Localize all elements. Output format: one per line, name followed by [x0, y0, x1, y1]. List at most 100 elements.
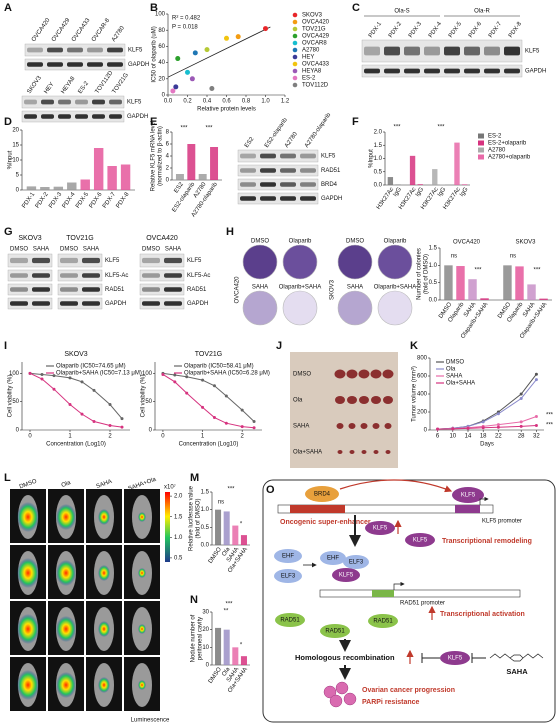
legend-label: Olaparib+SAHA (IC50=6.28 μM): [184, 371, 270, 377]
colony-well: [377, 290, 413, 326]
well-label: SAHA: [252, 285, 268, 291]
lane-label: OVCA433: [71, 17, 92, 43]
y-tick-label: 50: [12, 399, 19, 405]
bar: [456, 266, 465, 300]
group-label: Ola: [293, 398, 303, 404]
protein-label: BRD4: [314, 492, 331, 498]
legend-label: OVCAR8: [302, 41, 327, 47]
bar: [417, 184, 423, 185]
legend-label: ES-2: [488, 134, 502, 140]
point: [496, 425, 500, 429]
luminescence: [138, 568, 146, 578]
row-label: GAPDH: [105, 301, 126, 307]
diagram-label: Homologous recombination: [295, 653, 395, 662]
blot-band: [87, 62, 103, 67]
point: [52, 387, 56, 391]
lane-label: PDX-5: [448, 21, 463, 39]
point: [204, 47, 210, 53]
blot-band: [484, 68, 500, 74]
point: [534, 372, 538, 376]
blot-band: [164, 301, 182, 306]
y-tick-label: 50: [145, 399, 152, 405]
blot-membrane: [7, 253, 53, 268]
point: [481, 420, 485, 424]
bar: [26, 186, 37, 190]
point: [80, 380, 84, 384]
point: [161, 372, 165, 376]
x-tick-label: 6: [436, 434, 440, 440]
y-axis-label: %Input: [369, 149, 375, 168]
colorbar-tick-label: 2.0: [174, 494, 183, 500]
point: [496, 412, 500, 416]
y-tick-label: 15: [12, 143, 19, 149]
legend-swatch: [292, 75, 298, 81]
tumor: [337, 450, 343, 454]
blot-membrane: [237, 192, 319, 205]
diagram-label: KLF5 promoter: [482, 519, 522, 525]
y-axis-label: (normalized to β-actin): [158, 126, 164, 186]
lane-label: ES-2: [78, 80, 91, 95]
y-tick-label: 1.0: [201, 507, 210, 513]
blot-band: [32, 287, 50, 292]
colony-well: [377, 244, 413, 280]
x-tick-label: IgG: [459, 186, 470, 198]
protein: [305, 486, 339, 502]
lane-label: TOV21G: [112, 72, 131, 95]
y-tick-label: 100: [155, 12, 166, 18]
chart-title: TOV21G: [195, 351, 223, 358]
bar: [480, 298, 489, 300]
x-tick-label: 1: [201, 434, 205, 440]
blot-membrane: [237, 149, 319, 163]
legend-swatch: [292, 26, 298, 32]
panel-label: O: [266, 484, 275, 496]
blot-band: [300, 196, 316, 201]
y-axis-label: Cell viability (%): [141, 375, 147, 418]
lane-label: PDX-6: [468, 21, 483, 39]
bar: [40, 187, 50, 190]
bar: [120, 164, 131, 190]
point: [108, 423, 112, 427]
blot-band: [60, 301, 78, 306]
cancer-cells: [323, 681, 357, 708]
annotation: ***: [205, 126, 213, 132]
point: [252, 426, 256, 430]
protein: [274, 549, 302, 563]
protein: [405, 533, 435, 547]
bar: [67, 182, 77, 190]
lane-label: A2780: [111, 25, 126, 43]
y-tick-label: 20: [158, 76, 165, 82]
point: [173, 373, 177, 377]
blot-band: [10, 273, 28, 278]
blot-band: [424, 68, 440, 74]
y-tick-label: 1.5: [374, 143, 383, 149]
colorbar-tick-label: 0.5: [174, 555, 183, 561]
blot-band: [60, 257, 78, 264]
blot-band: [260, 168, 276, 173]
row-label: RAD51: [105, 287, 125, 293]
y-tick-label: 1.0: [429, 263, 438, 269]
blot-membrane: [139, 253, 185, 268]
x-tick-label: 0.6: [222, 99, 231, 105]
annotation: P = 0.018: [172, 25, 198, 31]
y-tick-label: 1.0: [374, 156, 383, 162]
panel-label: C: [352, 2, 360, 14]
point: [120, 417, 124, 421]
point: [173, 380, 177, 384]
point: [170, 88, 176, 94]
luminescence: [98, 677, 110, 693]
legend-label: Olaparib (IC50=58.41 μM): [184, 364, 254, 370]
tumor: [359, 396, 369, 404]
lane-label: PDX-8: [508, 21, 523, 39]
point: [185, 375, 189, 379]
protein: [343, 555, 369, 569]
dna: [277, 504, 494, 514]
lane-label: PDX-7: [488, 21, 503, 39]
luminescence: [138, 624, 146, 634]
y-axis-label: Number of colonies: [417, 248, 423, 300]
group-label: DMSO: [293, 372, 311, 378]
point: [224, 421, 228, 425]
outcome-label: PARPi resistance: [362, 699, 420, 706]
blot-band: [484, 46, 500, 56]
x-tick-label: PDX-8: [115, 191, 130, 209]
bar: [215, 627, 222, 665]
